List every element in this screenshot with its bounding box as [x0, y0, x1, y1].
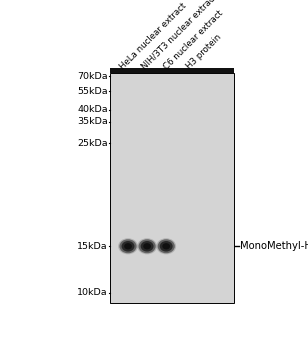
Text: H3 protein: H3 protein — [184, 33, 223, 71]
Text: NIH/3T3 nuclear extract: NIH/3T3 nuclear extract — [140, 0, 219, 71]
Ellipse shape — [158, 239, 175, 253]
Text: 40kDa: 40kDa — [77, 105, 108, 114]
Ellipse shape — [139, 239, 156, 253]
Text: 70kDa: 70kDa — [77, 72, 108, 81]
Bar — [110, 68, 234, 73]
Bar — [110, 73, 234, 303]
Ellipse shape — [124, 243, 132, 250]
Text: MonoMethyl-Histone H3-R2: MonoMethyl-Histone H3-R2 — [240, 241, 308, 251]
Ellipse shape — [118, 238, 138, 254]
Ellipse shape — [122, 241, 135, 252]
Ellipse shape — [137, 238, 157, 254]
Text: 25kDa: 25kDa — [77, 139, 108, 148]
Ellipse shape — [162, 243, 170, 250]
Text: 55kDa: 55kDa — [77, 86, 108, 96]
Ellipse shape — [160, 241, 173, 252]
Ellipse shape — [120, 239, 137, 253]
Ellipse shape — [141, 241, 154, 252]
Text: HeLa nuclear extract: HeLa nuclear extract — [118, 1, 188, 71]
Text: 35kDa: 35kDa — [77, 117, 108, 126]
Ellipse shape — [156, 238, 176, 254]
Ellipse shape — [143, 243, 151, 250]
Text: C6 nuclear extract: C6 nuclear extract — [162, 8, 225, 71]
Text: 15kDa: 15kDa — [77, 242, 108, 251]
Text: 10kDa: 10kDa — [77, 288, 108, 297]
